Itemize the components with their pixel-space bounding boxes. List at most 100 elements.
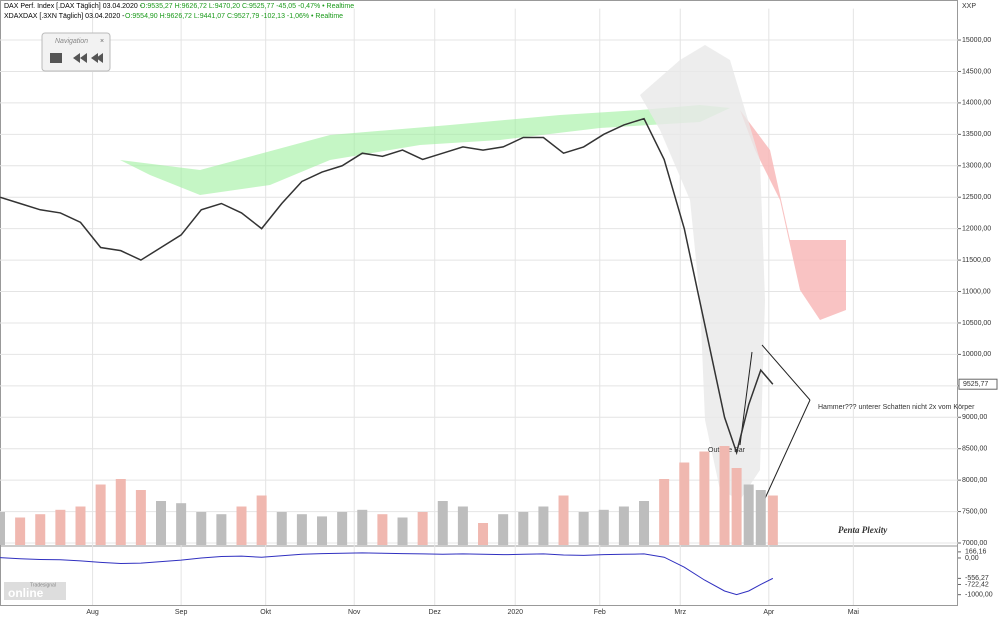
volume-bar <box>719 446 730 545</box>
volume-bar <box>598 509 609 545</box>
volume-bar <box>518 512 529 545</box>
axis-unit: XXP <box>962 3 976 10</box>
y-tick-label: 14500,00 <box>962 68 991 75</box>
volume-bar <box>55 509 66 545</box>
indicator-tick-label: -722,42 <box>965 581 989 588</box>
volume-bar <box>75 506 86 545</box>
x-tick-label: Sep <box>175 609 188 616</box>
volume-bar <box>558 495 569 545</box>
volume-bar <box>618 506 629 545</box>
volume-bar <box>176 503 187 545</box>
volume-bar <box>679 462 690 545</box>
volume-bar <box>196 512 207 545</box>
navigation-title: Navigation <box>55 38 88 45</box>
volume-bar <box>156 501 167 545</box>
volume-bar <box>639 501 650 545</box>
y-tick-label: 7000,00 <box>962 540 987 547</box>
annotation: Hammer??? unterer Schatten nicht 2x vom … <box>818 404 975 411</box>
x-tick-label: Feb <box>594 609 606 616</box>
volume-bar <box>437 501 448 545</box>
plot-frame <box>0 0 958 606</box>
y-tick-label: 14000,00 <box>962 100 991 107</box>
header-quote: O:9554,90 H:9626,72 L:9441,07 C:9527,79 … <box>125 13 343 20</box>
y-tick-label: 11500,00 <box>962 257 991 264</box>
y-tick-label: 7500,00 <box>962 508 987 515</box>
logo: Tradesignal <box>30 582 56 588</box>
y-tick-label: 9000,00 <box>962 414 987 421</box>
cloud <box>740 110 846 320</box>
volume-bar <box>15 517 26 545</box>
volume-bar <box>538 506 549 545</box>
volume-bar <box>216 514 227 545</box>
y-tick-label: 8000,00 <box>962 477 987 484</box>
indicator-tick-label: -556,27 <box>965 575 989 582</box>
volume-bar <box>731 468 742 545</box>
x-tick-label: Okt <box>260 609 271 616</box>
price-line <box>0 117 774 456</box>
x-tick-label: Apr <box>763 609 775 616</box>
logo: online <box>8 586 44 600</box>
y-tick-label: 13500,00 <box>962 131 991 138</box>
volume-bar <box>337 512 348 545</box>
volume-bar <box>397 517 408 545</box>
volume-bar <box>135 490 146 545</box>
x-tick-label: Nov <box>348 609 361 616</box>
forward-button[interactable] <box>96 53 103 63</box>
indicator-tick-label: -1000,00 <box>965 592 993 599</box>
volume-bar <box>659 479 670 545</box>
y-tick-label: 10000,00 <box>962 351 991 358</box>
last-price-box <box>958 378 998 390</box>
header: DAX Perf. Index [.DAX Täglich] 03.04.202… <box>4 3 143 10</box>
volume-bar <box>357 509 368 545</box>
volume-bar <box>95 484 106 545</box>
y-tick-label: 8500,00 <box>962 446 987 453</box>
y-tick-label: 12500,00 <box>962 194 991 201</box>
arrow <box>761 344 811 401</box>
volume-bar <box>699 451 710 545</box>
volume-bar <box>767 495 778 545</box>
volume-bar <box>498 514 509 545</box>
header-quote: O:9535,27 H:9626,72 L:9470,20 C:9525,77 … <box>140 3 354 10</box>
last-price-label: 9525,77 <box>963 381 988 388</box>
y-tick-label: 13000,00 <box>962 163 991 170</box>
indicator-tick-label: 166,16 <box>965 549 987 556</box>
volume-bar <box>256 495 267 545</box>
arrow <box>761 399 811 506</box>
volume-bar <box>478 523 489 545</box>
navigation-close[interactable]: × <box>100 38 104 45</box>
volume-bar <box>115 479 126 545</box>
x-tick-label: 2020 <box>507 609 523 616</box>
indicator-line <box>0 552 774 596</box>
indicator-tick-label: 0,00 <box>965 555 979 562</box>
x-tick-label: Aug <box>86 609 99 616</box>
volume-bar <box>743 484 754 545</box>
volume-bar <box>457 506 468 545</box>
volume-bar <box>0 512 5 545</box>
x-tick-label: Dez <box>428 609 441 616</box>
back-button[interactable] <box>80 53 87 63</box>
volume-bar <box>377 514 388 545</box>
volume-bar <box>35 514 46 545</box>
back-button[interactable] <box>73 53 80 63</box>
volume-bar <box>276 512 287 545</box>
volume-bar <box>755 490 766 545</box>
volume-bar <box>296 514 307 545</box>
volume-bar <box>578 512 589 545</box>
y-tick-label: 15000,00 <box>962 37 991 44</box>
volume-bar <box>317 516 328 545</box>
y-tick-label: 10500,00 <box>962 320 991 327</box>
y-tick-label: 11000,00 <box>962 288 991 295</box>
header: XDAXDAX [.3XN Täglich] 03.04.2020 - <box>4 13 125 20</box>
x-tick-label: Mai <box>848 609 860 616</box>
x-tick-label: Mrz <box>674 609 686 616</box>
volume-bar <box>236 506 247 545</box>
annotation: Penta Plexity <box>838 525 888 535</box>
bollinger-band <box>640 45 765 500</box>
forward-button[interactable] <box>91 53 98 63</box>
cloud <box>120 105 730 195</box>
logo-box <box>4 582 66 600</box>
y-tick-label: 12000,00 <box>962 225 991 232</box>
volume-bar <box>417 512 428 545</box>
grid-button[interactable] <box>50 53 62 63</box>
